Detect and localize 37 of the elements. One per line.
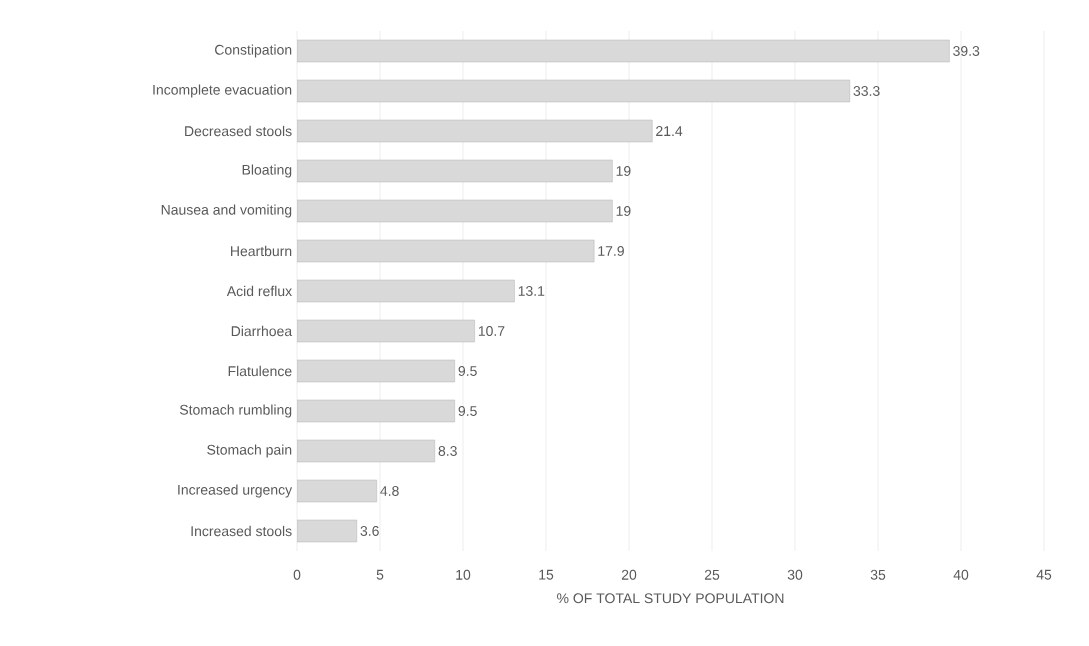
y-tick-label: Bloating	[242, 164, 292, 178]
data-label: 8.3	[438, 446, 457, 456]
data-label: 13.1	[518, 286, 545, 296]
data-label: 3.6	[360, 526, 379, 536]
x-tick-label: 10	[456, 569, 471, 580]
data-label: 19	[616, 166, 631, 176]
y-tick-label: Acid reflux	[226, 285, 292, 297]
data-label: 9.5	[458, 366, 477, 376]
data-label: 33.3	[853, 86, 880, 96]
data-label: 39.3	[953, 46, 980, 56]
y-tick-label: Increased stools	[191, 525, 292, 537]
x-tick-label: 20	[621, 569, 637, 580]
x-tick-label: 40	[953, 569, 969, 580]
y-tick-label: Incomplete evacuation	[153, 84, 292, 98]
data-label: 10.7	[478, 326, 505, 336]
y-tick-label: Diarrhoea	[231, 325, 293, 337]
x-tick-label: 45	[1036, 569, 1052, 580]
y-tick-label: Stomach rumbling	[179, 404, 292, 418]
x-tick-label: 15	[539, 569, 554, 580]
y-tick-label: Nausea and vomiting	[161, 204, 292, 218]
data-label: 4.8	[380, 486, 399, 496]
x-axis-title: % OF TOTAL STUDY POPULATION	[557, 593, 784, 604]
y-tick-label: Flatulence	[228, 365, 292, 377]
y-tick-label: Heartburn	[231, 245, 292, 257]
x-tick-label: 30	[787, 569, 803, 580]
data-label: 17.9	[598, 246, 624, 256]
y-tick-label: Decreased stools	[185, 125, 292, 137]
data-label: 19	[616, 206, 631, 216]
x-tick-label: 25	[704, 569, 720, 580]
y-tick-label: Constipation	[215, 44, 292, 58]
data-label: 9.5	[458, 406, 477, 416]
x-tick-label: 0	[293, 569, 301, 580]
x-tick-label: 5	[376, 569, 384, 580]
x-tick-label: 35	[870, 569, 886, 580]
data-label: 21.4	[656, 126, 683, 136]
y-tick-label: Stomach pain	[207, 444, 292, 458]
y-tick-label: Increased urgency	[178, 484, 293, 498]
